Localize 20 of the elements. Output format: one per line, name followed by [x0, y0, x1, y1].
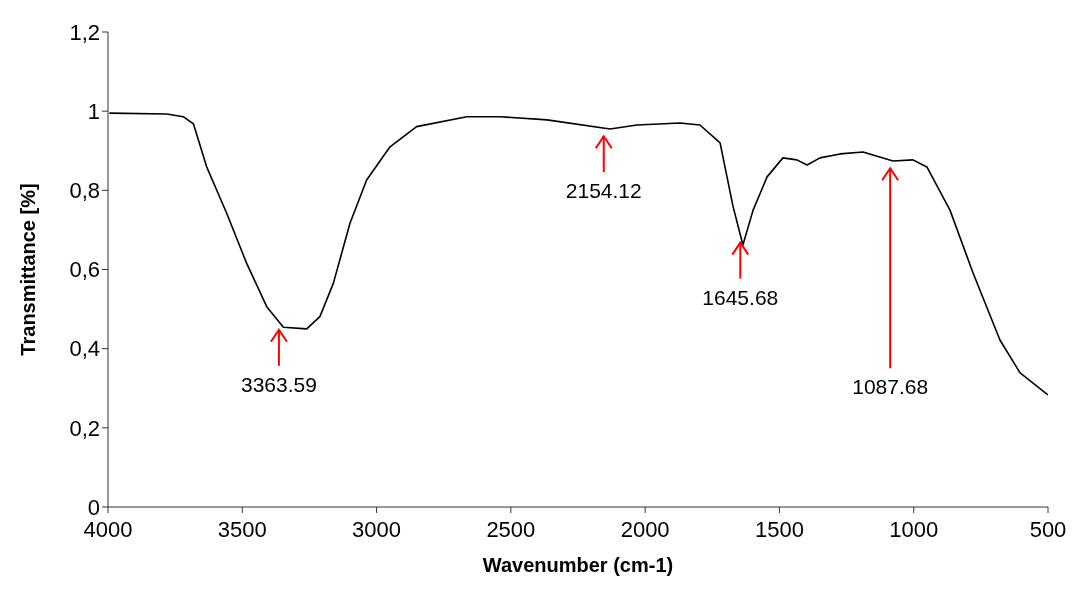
- annotation: 1645.68: [702, 285, 779, 309]
- y-tick-label: 0,2: [69, 415, 100, 441]
- y-tick-label: 1: [87, 98, 100, 124]
- y-tick-label: 1,2: [69, 19, 100, 45]
- line-series: [108, 112, 1048, 396]
- x-tick-label: 3000: [352, 516, 402, 542]
- x-tick-label: 500: [1029, 516, 1067, 542]
- x-tick-label: 1500: [754, 516, 804, 542]
- x-tick-label: 2000: [620, 516, 670, 542]
- x-tick-label: 3500: [217, 516, 267, 542]
- x-tick-label: 2500: [486, 516, 536, 542]
- annotation: 3363.59: [240, 372, 317, 396]
- y-axis-title: Transmittance [%]: [17, 183, 40, 356]
- y-tick-label: 0,6: [69, 257, 100, 283]
- annotation: 1087.68: [852, 375, 929, 399]
- y-tick-label: 0,4: [69, 336, 100, 362]
- y-tick-label: 0,8: [69, 178, 100, 204]
- x-axis-title: Wavenumber (cm-1): [482, 554, 674, 576]
- x-tick-label: 1000: [889, 516, 939, 542]
- annotation: 2154.12: [565, 179, 642, 203]
